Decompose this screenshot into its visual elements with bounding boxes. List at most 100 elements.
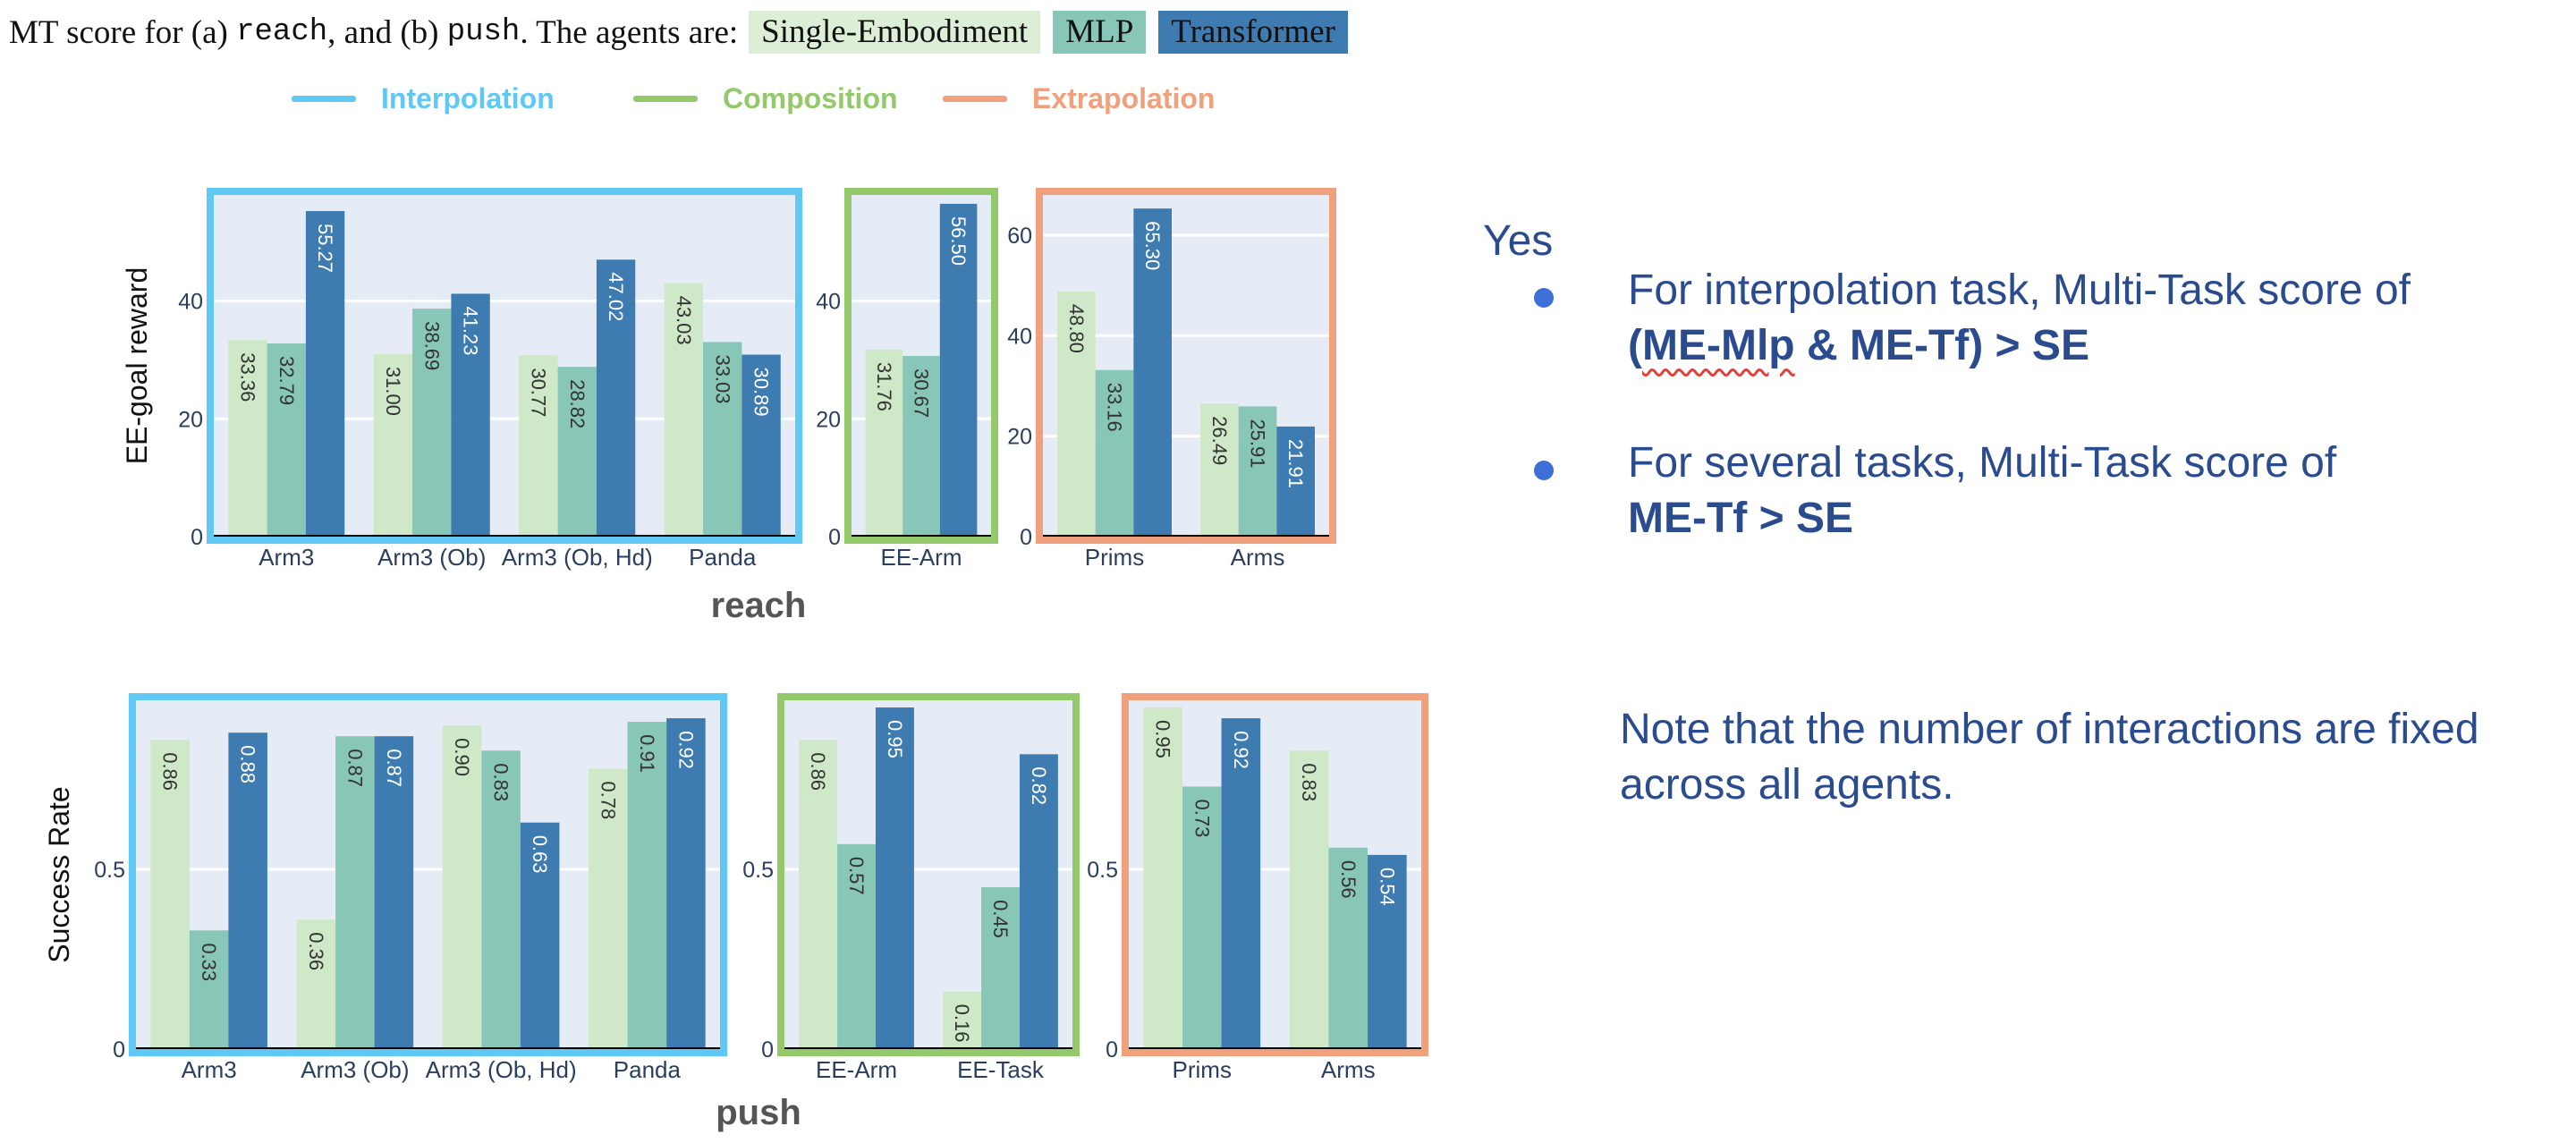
caption-suffix: . The agents are: — [520, 13, 739, 51]
legend-extrapolation[interactable]: Extrapolation — [943, 82, 1215, 115]
bullet-interpolation-open-paren: ( — [1628, 322, 1642, 369]
bullet-interpolation-mlp: ME-Mlp — [1641, 322, 1795, 369]
push-interpolation-x-tick-label: Arm3 (Ob, Hd) — [426, 1056, 577, 1083]
reach-interpolation-bar-value-label: 30.77 — [527, 368, 549, 417]
reach-composition-y-tick-label: 40 — [816, 290, 841, 315]
push-interpolation-y-tick-label: 0 — [113, 1037, 125, 1063]
bullet-several-tasks-line2: ME-Tf > SE — [1628, 491, 2336, 546]
push-composition-bar-value-label: 0.82 — [1028, 766, 1050, 805]
reach-interpolation-bar — [267, 343, 306, 537]
reach-interpolation-bar-value-label: 47.02 — [605, 272, 627, 321]
push-interpolation-group-frame — [129, 693, 727, 1056]
reach-extrapolation-bar — [1095, 369, 1134, 537]
push-interpolation-bar — [228, 732, 267, 1049]
push-interpolation-bar-value-label: 0.92 — [674, 731, 697, 769]
reach-interpolation-bar — [228, 340, 267, 537]
push-extrapolation-x-tick-label: Arms — [1321, 1056, 1376, 1083]
reach-extrapolation-bar-value-label: 33.16 — [1104, 383, 1126, 432]
reach-composition-bar-value-label: 56.50 — [947, 216, 970, 266]
reach-interpolation-bar — [305, 210, 345, 537]
push-composition-bar-value-label: 0.86 — [807, 752, 829, 791]
push-interpolation-bar — [520, 822, 560, 1049]
push-extrapolation-bar — [1368, 854, 1407, 1049]
push-composition-y-tick-label: 0.5 — [742, 858, 774, 883]
push-composition-bar-value-label: 0.57 — [845, 857, 868, 895]
reach-interpolation-x-tick-label: Arm3 (Ob, Hd) — [502, 544, 653, 571]
reach-interpolation-bar — [373, 353, 413, 537]
push-env-title: push — [716, 1093, 801, 1132]
push-interpolation-bar-value-label: 0.91 — [636, 734, 658, 773]
push-extrapolation-y-tick-label: 0 — [1106, 1037, 1118, 1063]
push-composition-bar-value-label: 0.45 — [989, 900, 1012, 938]
reach-interpolation-bar-value-label: 38.69 — [420, 321, 443, 370]
push-extrapolation-bar — [1143, 707, 1182, 1049]
reach-interpolation-bar — [519, 355, 558, 537]
push-extrapolation-bar-value-label: 0.95 — [1152, 720, 1174, 758]
reach-interpolation-bar — [664, 283, 704, 537]
legend-interpolation[interactable]: Interpolation — [292, 82, 555, 115]
push-interpolation-bar — [627, 722, 667, 1049]
note-line1: Note that the number of interactions are… — [1620, 706, 2479, 753]
push-extrapolation-group-frame — [1122, 693, 1428, 1056]
push-composition-x-tick-label: EE-Arm — [816, 1056, 897, 1083]
reach-interpolation-bar-value-label: 30.89 — [750, 368, 773, 417]
reach-env-title: reach — [711, 586, 807, 625]
push-interpolation-bar — [589, 768, 628, 1049]
bullet-several-tasks-text: For several tasks, Multi-Task score of M… — [1628, 436, 2336, 546]
push-composition-y-tick-label: 0 — [761, 1037, 774, 1063]
legend-composition[interactable]: Composition — [633, 82, 898, 115]
bullet-several-tasks-claim: ME-Tf > SE — [1628, 495, 1854, 542]
figure-caption: MT score for (a) reach , and (b) push . … — [9, 9, 1348, 55]
push-interpolation-y-axis-title: Success Rate — [43, 786, 75, 962]
reach-interpolation-bar — [741, 354, 781, 537]
legend-extrapolation-label: Extrapolation — [1032, 82, 1216, 114]
push-composition-bar — [799, 740, 838, 1049]
push-interpolation-bar-value-label: 0.88 — [237, 745, 259, 783]
agent-tag-mlp: MLP — [1053, 11, 1147, 54]
reach-composition-y-tick-label: 0 — [828, 525, 841, 550]
push-extrapolation-x-tick-label: Prims — [1173, 1056, 1232, 1083]
reach-interpolation-bar-value-label: 33.36 — [236, 352, 258, 402]
caption-prefix: MT score for (a) — [9, 13, 237, 51]
bullet-interpolation-text: For interpolation task, Multi-Task score… — [1628, 263, 2411, 374]
note-line2: across all agents. — [1620, 761, 1954, 809]
reach-interpolation-x-tick-label: Arm3 (Ob) — [377, 544, 486, 571]
agent-tag-transformer: Transformer — [1158, 11, 1348, 54]
push-interpolation-bar-value-label: 0.63 — [529, 835, 551, 874]
push-interpolation-bar-value-label: 0.36 — [305, 932, 327, 970]
push-extrapolation-bar — [1221, 718, 1261, 1049]
push-interpolation-bar — [374, 736, 414, 1049]
reach-interpolation-bar-value-label: 28.82 — [566, 379, 589, 428]
push-interpolation-bar — [189, 930, 229, 1049]
reach-extrapolation-bar — [1133, 208, 1172, 537]
push-interpolation-bar — [442, 725, 482, 1049]
reach-extrapolation-bar-value-label: 25.91 — [1247, 419, 1269, 468]
reach-extrapolation-bar-value-label: 65.30 — [1141, 221, 1164, 270]
push-interpolation-bar — [296, 919, 336, 1049]
push-extrapolation-y-tick-label: 0.5 — [1087, 858, 1118, 883]
reach-interpolation-bar-value-label: 32.79 — [275, 356, 298, 405]
reach-interpolation-bar-value-label: 33.03 — [711, 354, 733, 403]
bullet-interpolation-rest: & ME-Tf) > SE — [1794, 322, 2089, 369]
push-composition-x-tick-label: EE-Task — [957, 1056, 1045, 1083]
push-interpolation-x-tick-label: Arm3 — [182, 1056, 237, 1083]
push-interpolation-bar-value-label: 0.33 — [198, 943, 220, 981]
push-interpolation-y-tick-label: 0.5 — [94, 858, 125, 883]
push-interpolation-bar-value-label: 0.87 — [383, 749, 405, 787]
reach-composition-bar — [865, 349, 903, 537]
reach-composition-bar — [939, 203, 978, 537]
push-extrapolation-bar — [1328, 847, 1368, 1049]
bullet-interpolation-line1: For interpolation task, Multi-Task score… — [1628, 267, 2411, 314]
push-extrapolation-bar-value-label: 0.73 — [1191, 799, 1213, 837]
push-interpolation-x-tick-label: Arm3 (Ob) — [301, 1056, 409, 1083]
reach-extrapolation-y-tick-label: 20 — [1007, 425, 1032, 450]
bullet-dot-icon — [1534, 288, 1554, 308]
legend-interpolation-swatch — [292, 96, 356, 102]
reach-extrapolation-y-tick-label: 40 — [1007, 324, 1032, 349]
push-extrapolation-bar-value-label: 0.83 — [1298, 763, 1320, 801]
legend-composition-swatch — [633, 96, 698, 102]
reach-interpolation-bar-value-label: 41.23 — [460, 306, 482, 355]
push-composition-bar — [981, 887, 1020, 1049]
caption-env-b: push — [446, 15, 521, 49]
agent-tag-single-embodiment: Single-Embodiment — [749, 11, 1041, 54]
